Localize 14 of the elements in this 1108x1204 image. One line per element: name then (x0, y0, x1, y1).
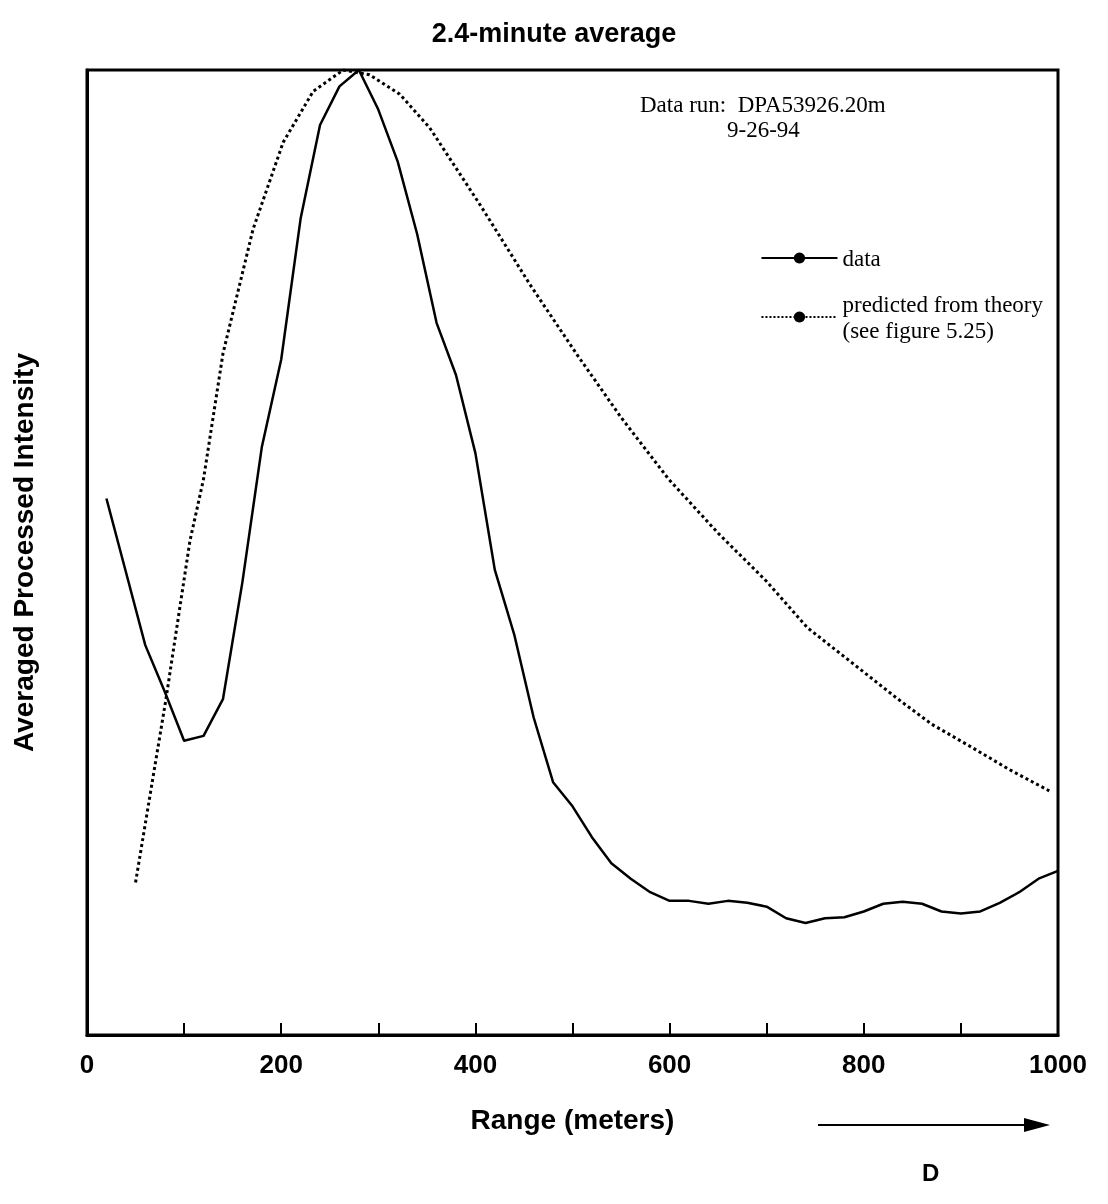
x-tick-label: 400 (453, 1049, 498, 1079)
legend-label: data (842, 245, 881, 271)
x-tick-label: 0 (79, 1049, 95, 1079)
x-tick-label: 1000 (1029, 1049, 1087, 1079)
annotation: Data run: DPA53926.20m (640, 92, 886, 117)
y-axis-title: Averaged Processed Intensity (7, 352, 39, 752)
x-tick-label: 600 (647, 1049, 692, 1079)
legend-label: predicted from theory (see figure 5.25) (842, 291, 1044, 343)
annotation: 9-26-94 (727, 117, 801, 142)
text: D (922, 1158, 940, 1186)
chart-title: 2.4-minute average (431, 17, 677, 48)
x-axis-title: Range (meters) (470, 1103, 675, 1135)
x-tick-label: 800 (842, 1049, 886, 1079)
x-tick-label: 200 (259, 1049, 303, 1079)
